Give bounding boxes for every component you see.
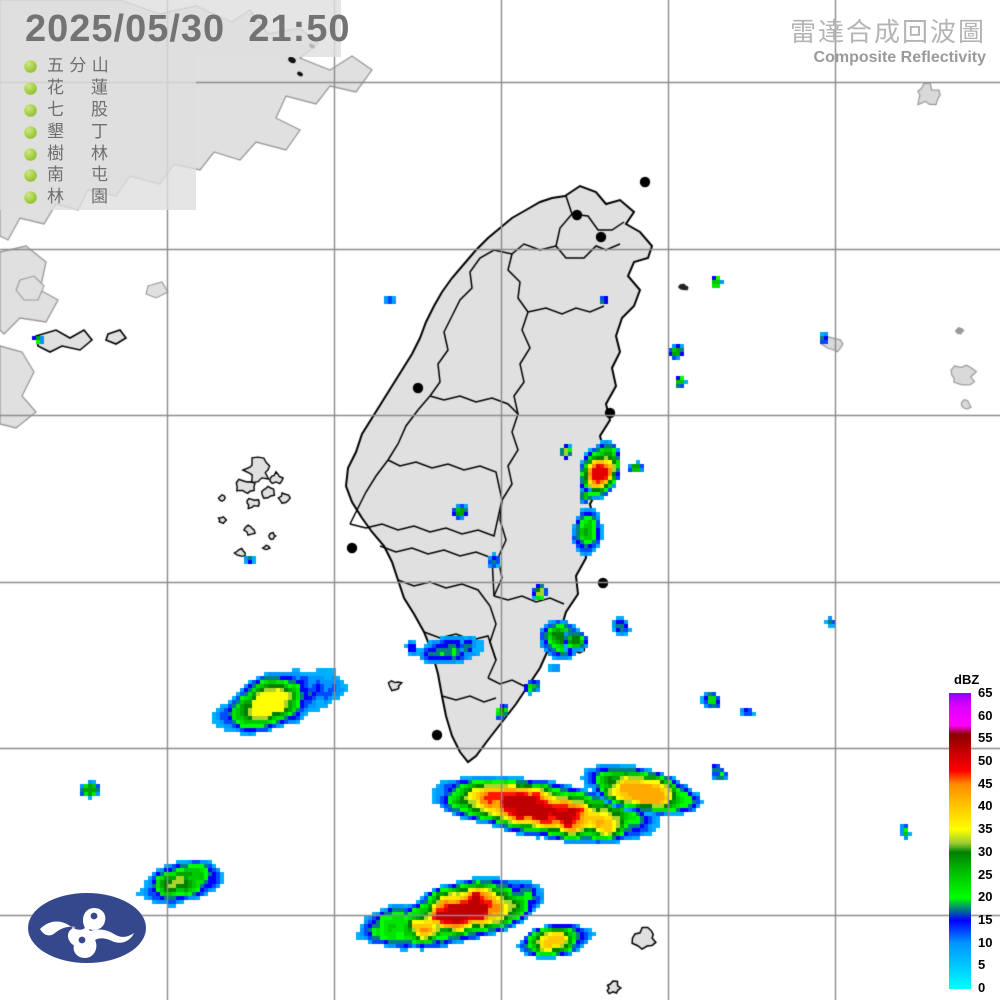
- station-status-dot-icon: [24, 125, 37, 139]
- station-name-label: 花 蓮: [47, 78, 109, 99]
- title-block: 雷達合成回波圖 Composite Reflectivity: [790, 18, 986, 68]
- title-chinese: 雷達合成回波圖: [789, 18, 986, 48]
- station-name-label: 墾 丁: [47, 121, 109, 142]
- station-row[interactable]: 南 屯: [24, 165, 189, 187]
- dbz-colorbar-legend: dBZ 65 60 55 50 45 40 35 30 25 20 15 10 5 0: [946, 672, 1000, 994]
- station-row[interactable]: 樹 林: [24, 143, 189, 165]
- station-name-label: 五 分 山: [47, 56, 109, 77]
- title-english: Composite Reflectivity: [813, 49, 986, 66]
- colorbar-tick: 35: [978, 821, 993, 837]
- cwa-logo: [26, 888, 148, 968]
- station-row[interactable]: 七 股: [24, 100, 189, 122]
- station-name-label: 七 股: [47, 99, 109, 120]
- colorbar-tick: 5: [978, 957, 986, 973]
- colorbar-tick: 25: [978, 866, 993, 882]
- station-status-dot-icon: [24, 60, 37, 74]
- station-status-dot-icon: [24, 191, 37, 205]
- colorbar-gradient: [949, 693, 971, 989]
- colorbar-tick: 50: [978, 753, 993, 769]
- station-status-dot-icon: [24, 169, 37, 183]
- timestamp-label: 2025/05/30 21:50: [25, 8, 351, 50]
- station-name-label: 南 屯: [47, 165, 109, 186]
- colorbar-tick: 60: [978, 707, 993, 723]
- colorbar-tick: 65: [978, 685, 993, 700]
- station-row[interactable]: 墾 丁: [24, 121, 189, 143]
- station-row[interactable]: 花 蓮: [24, 78, 189, 100]
- station-row[interactable]: 林 園: [24, 187, 189, 209]
- colorbar-tick: 20: [978, 889, 993, 905]
- station-row[interactable]: 五 分 山: [24, 56, 189, 78]
- colorbar-tick: 45: [978, 775, 993, 791]
- colorbar-tick: 40: [978, 798, 993, 814]
- station-status-dot-icon: [24, 82, 37, 96]
- station-name-label: 樹 林: [47, 143, 109, 164]
- radar-station-list: 五 分 山花 蓮七 股墾 丁樹 林南 屯林 園: [24, 56, 189, 209]
- colorbar-tick: 0: [978, 980, 986, 995]
- colorbar-tick-labels: 65 60 55 50 45 40 35 30 25 20 15 10 5 0: [974, 686, 1000, 994]
- colorbar-tick: 30: [978, 843, 993, 859]
- station-status-dot-icon: [24, 103, 37, 117]
- station-name-label: 林 園: [47, 187, 109, 208]
- colorbar-unit-label: dBZ: [954, 672, 980, 687]
- colorbar-tick: 10: [978, 934, 993, 950]
- colorbar-tick: 55: [978, 730, 993, 746]
- colorbar-tick: 15: [978, 911, 993, 927]
- station-status-dot-icon: [24, 147, 37, 161]
- cwa-logo-icon: [28, 893, 146, 963]
